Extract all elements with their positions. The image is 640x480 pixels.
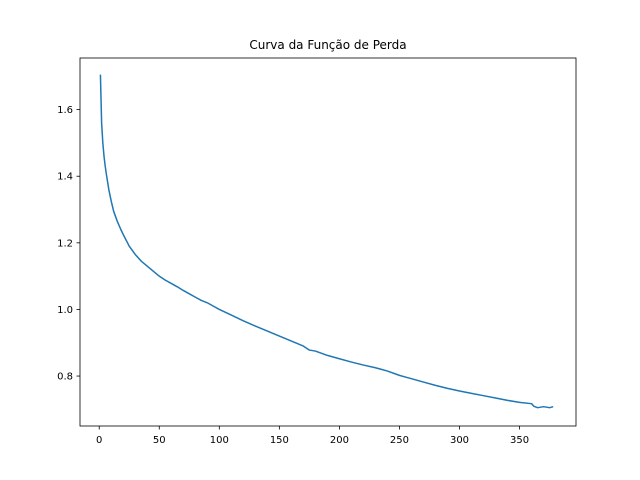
plot-area-frame xyxy=(79,57,577,427)
y-tick-label: 0.8 xyxy=(57,372,73,383)
x-tick-label: 100 xyxy=(210,435,229,446)
loss-series-line xyxy=(99,74,554,409)
x-tick-label: 0 xyxy=(96,435,102,446)
y-tick-label: 1.6 xyxy=(57,105,73,116)
series-layer xyxy=(99,74,554,409)
y-tick-label: 1.4 xyxy=(57,172,73,183)
x-tick-label: 250 xyxy=(390,435,409,446)
x-tick-label: 150 xyxy=(270,435,289,446)
x-tick-label: 200 xyxy=(330,435,349,446)
x-tick-label: 300 xyxy=(450,435,469,446)
axis-ticks: 0 50 100 150 200 250 300 350 0.8 1.0 1.2 1.4 1.6 xyxy=(57,105,529,446)
y-tick-label: 1.0 xyxy=(57,305,73,316)
y-tick-label: 1.2 xyxy=(57,238,73,249)
x-tick-label: 50 xyxy=(153,435,166,446)
chart-title: Curva da Função de Perda xyxy=(249,38,406,52)
x-tick-label: 350 xyxy=(510,435,529,446)
